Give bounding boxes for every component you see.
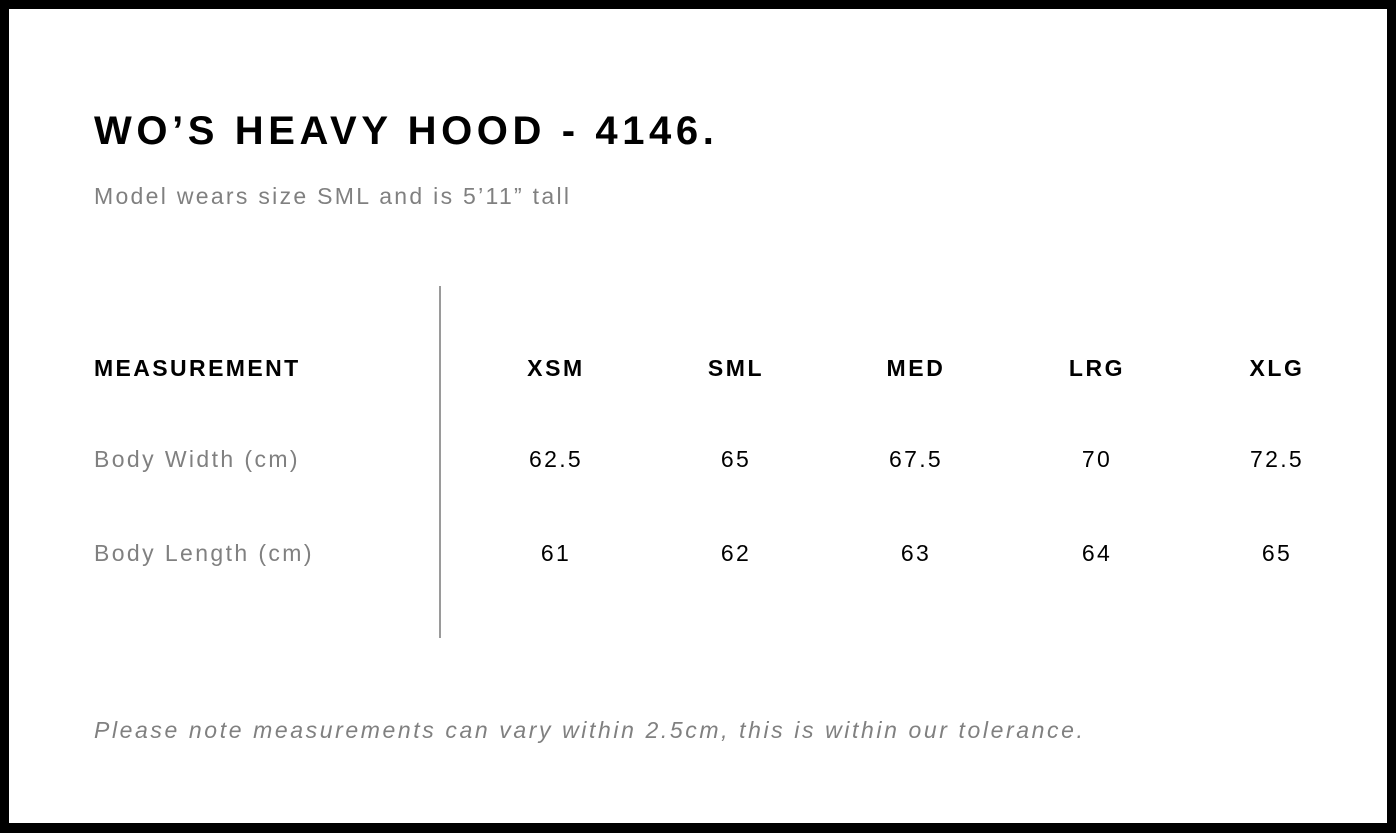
model-info: Model wears size SML and is 5’11” tall (94, 183, 572, 209)
row-label-body-length: Body Length (cm) (94, 540, 314, 566)
table-cell: 65 (1261, 540, 1293, 566)
row-label-body-width: Body Width (cm) (94, 446, 300, 472)
tolerance-note: Please note measurements can vary within… (94, 717, 1086, 743)
size-header-med: MED (886, 355, 946, 381)
size-chart-card: WO’S HEAVY HOOD - 4146. Model wears size… (9, 9, 1387, 823)
table-cell: 64 (1081, 540, 1113, 566)
table-cell: 62.5 (529, 446, 583, 472)
size-header-sml: SML (707, 355, 765, 381)
table-cell: 62 (720, 540, 752, 566)
table-cell: 61 (540, 540, 572, 566)
measurement-header: MEASUREMENT (94, 355, 301, 381)
table-cell: 67.5 (889, 446, 943, 472)
table-cell: 63 (900, 540, 932, 566)
table-cell: 72.5 (1250, 446, 1304, 472)
page-title: WO’S HEAVY HOOD - 4146. (94, 109, 719, 153)
size-header-xsm: XSM (527, 355, 585, 381)
column-divider (439, 286, 441, 638)
table-cell: 65 (720, 446, 752, 472)
size-header-lrg: LRG (1068, 355, 1126, 381)
size-header-xlg: XLG (1249, 355, 1305, 381)
table-cell: 70 (1081, 446, 1113, 472)
